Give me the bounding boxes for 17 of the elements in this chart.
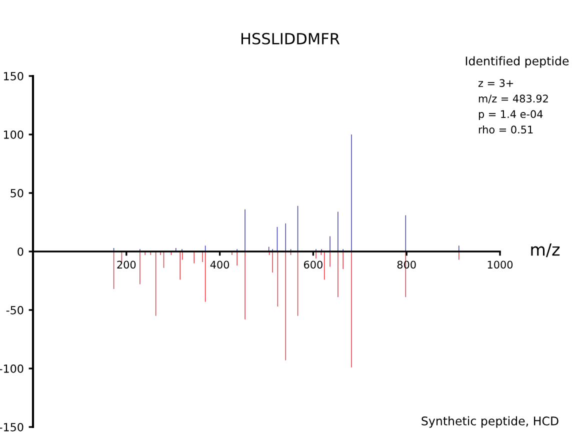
y-tick-label: 0 [18, 247, 24, 256]
annotation: rho = 0.51 [478, 125, 533, 134]
annotation: z = 3+ [478, 79, 514, 88]
x-tick-label: 400 [210, 260, 230, 269]
annotation: m/z = 483.92 [478, 94, 548, 104]
x-tick-label: 200 [117, 260, 136, 269]
y-tick-label: 50 [10, 188, 24, 198]
chart-title: HSSLIDDMFR [241, 32, 340, 44]
text: Identified peptide [466, 56, 569, 68]
y-tick-label: -50 [6, 306, 24, 314]
x-axis-title: m/z [531, 243, 560, 258]
annotation: p = 1.4 e-04 [478, 110, 543, 120]
y-tick-label: 100 [4, 130, 24, 139]
x-tick-label: 600 [304, 260, 322, 269]
annotation: Synthetic peptide, HCD [422, 416, 558, 428]
x-tick-label: 1000 [488, 260, 513, 269]
y-tick-label: 150 [4, 72, 24, 80]
